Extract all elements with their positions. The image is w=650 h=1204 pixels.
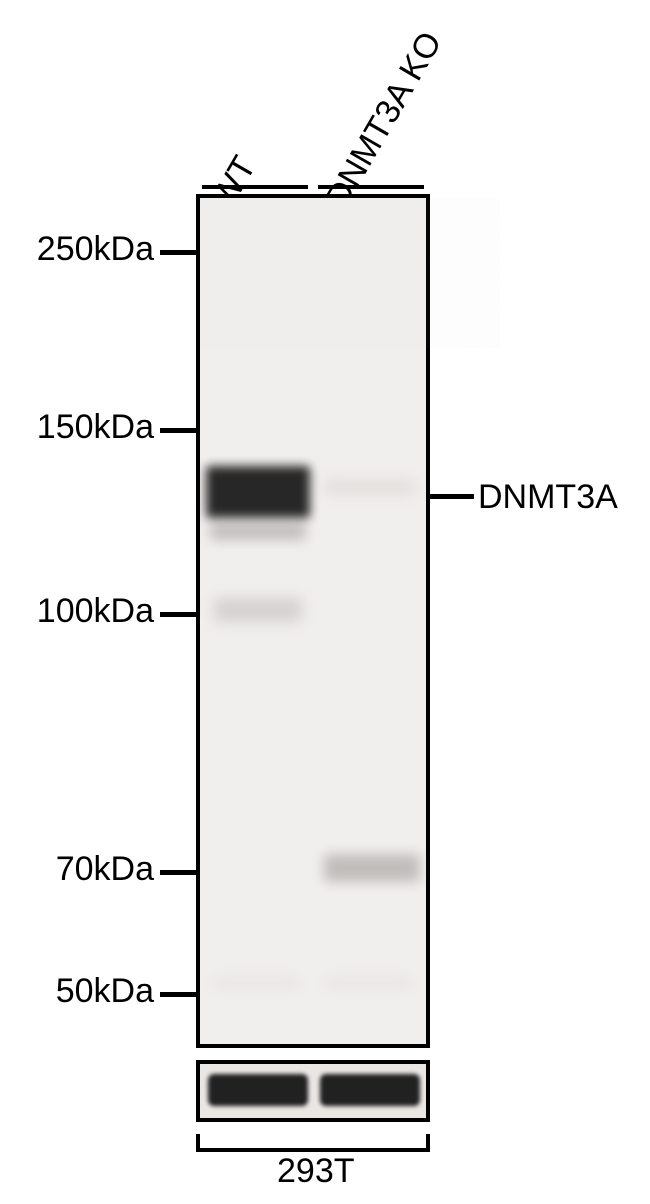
lane-underline-ko xyxy=(318,185,424,189)
mw-label: 50kDa xyxy=(0,972,154,1011)
blot-band xyxy=(214,598,302,622)
blot-band xyxy=(210,522,306,540)
mw-tick xyxy=(160,612,196,617)
mw-tick xyxy=(160,870,196,875)
mw-tick xyxy=(160,250,196,255)
bottom-bracket-right xyxy=(426,1134,430,1148)
bottom-bracket-left xyxy=(196,1134,200,1148)
loading-band xyxy=(208,1074,308,1106)
blot-band xyxy=(324,480,416,494)
blot-band xyxy=(326,978,412,988)
blot-band xyxy=(214,978,300,988)
lane-underline-wt xyxy=(202,185,308,189)
loading-band xyxy=(320,1074,420,1106)
western-blot-figure: WT DNMT3A KO 250kDa150kDa100kDa70kDa50kD… xyxy=(0,0,650,1204)
target-band-tick xyxy=(430,494,474,499)
blot-band xyxy=(324,854,420,882)
mw-tick xyxy=(160,992,196,997)
mw-label: 70kDa xyxy=(0,850,154,889)
mw-tick xyxy=(160,428,196,433)
blot-band xyxy=(206,466,310,518)
mw-label: 100kDa xyxy=(0,592,154,631)
mw-label: 250kDa xyxy=(0,230,154,269)
mw-label: 150kDa xyxy=(0,408,154,447)
target-band-label: DNMT3A xyxy=(478,478,618,517)
cell-line-label: 293T xyxy=(277,1152,355,1191)
